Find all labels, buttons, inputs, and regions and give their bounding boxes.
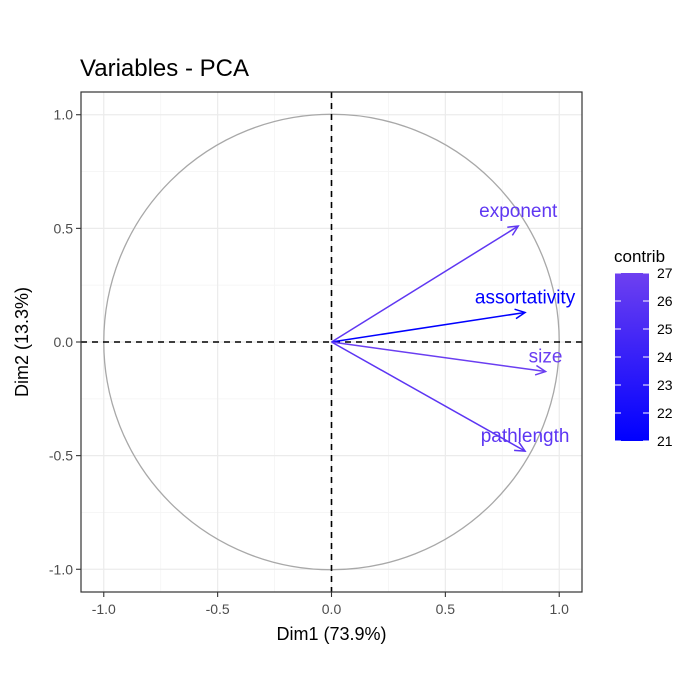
y-tick-label: -1.0 xyxy=(49,561,73,577)
x-tick-label: -1.0 xyxy=(92,601,116,617)
arrowhead-assortativity xyxy=(514,308,527,320)
y-axis-title: Dim2 (13.3%) xyxy=(12,287,32,397)
arrow-assortativity xyxy=(331,311,526,343)
arrowhead-size xyxy=(534,364,548,376)
arrow-pathlength xyxy=(331,341,526,452)
legend-tick-label: 21 xyxy=(657,433,673,449)
label-pathlength: pathlength xyxy=(481,426,570,447)
legend-tick-label: 23 xyxy=(657,377,673,393)
legend-title: contrib xyxy=(614,247,665,266)
x-axis-title: Dim1 (73.9%) xyxy=(276,624,386,644)
x-tick-label: 0.5 xyxy=(436,601,456,617)
contrib-legend: contrib 21 22 23 24 25 26 27 xyxy=(614,247,673,449)
plot-panel: exponent assortativity size pathlength xyxy=(80,91,583,593)
arrowhead-exponent xyxy=(507,225,520,236)
arrow-size xyxy=(331,341,546,373)
arrowhead-pathlength xyxy=(514,441,527,452)
legend-tick-label: 25 xyxy=(657,321,673,337)
label-assortativity: assortativity xyxy=(475,287,576,308)
y-tick-label: 0.0 xyxy=(54,334,74,350)
label-exponent: exponent xyxy=(479,201,558,222)
x-tick-label: -0.5 xyxy=(206,601,230,617)
y-tick-label: 1.0 xyxy=(54,107,74,123)
legend-tick-label: 27 xyxy=(657,265,673,281)
arrow-exponent xyxy=(331,225,519,343)
chart-title: Variables - PCA xyxy=(80,55,249,82)
x-tick-label: 1.0 xyxy=(549,601,569,617)
y-tick-label: 0.5 xyxy=(54,220,74,236)
legend-tick-label: 26 xyxy=(657,293,673,309)
legend-tick-label: 22 xyxy=(657,405,673,421)
label-size: size xyxy=(529,347,563,368)
legend-tick-label: 24 xyxy=(657,349,673,365)
x-tick-label: 0.0 xyxy=(322,601,342,617)
y-tick-label: -0.5 xyxy=(49,448,73,464)
